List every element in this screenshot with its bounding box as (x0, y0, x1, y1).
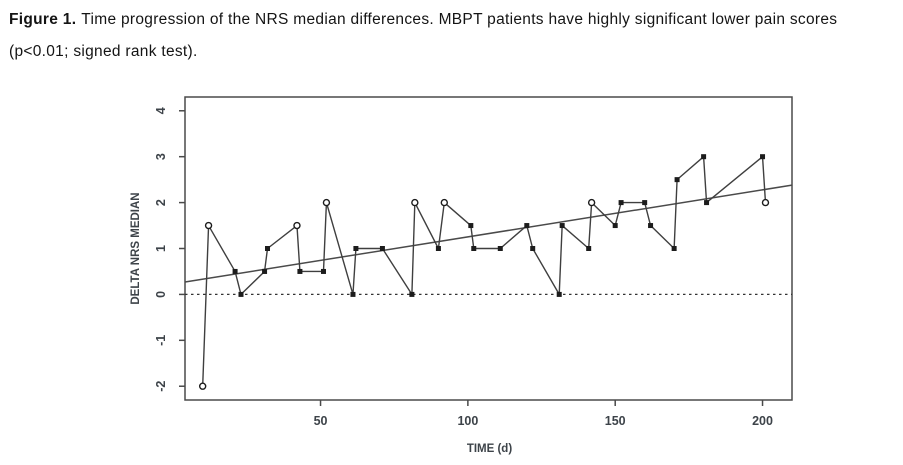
figure-caption-line2: (p<0.01; signed rank test). (9, 43, 198, 60)
data-point-filled-square (612, 223, 618, 229)
data-point-filled-square (232, 268, 238, 274)
y-axis-tick-label: 2 (154, 199, 168, 206)
data-point-filled-square (320, 268, 326, 274)
data-point-filled-square (379, 246, 385, 251)
x-axis-tick-label: 50 (314, 414, 328, 428)
data-point-open-circle (204, 221, 213, 230)
data-point-filled-square (471, 246, 477, 251)
data-point-filled-square (642, 200, 648, 206)
data-point-filled-square (671, 246, 677, 251)
y-axis-tick-label: -2 (154, 381, 168, 392)
data-point-filled-square (701, 154, 707, 160)
data-point-filled-square (618, 200, 624, 206)
data-line (201, 155, 767, 387)
data-point-filled-square (350, 291, 356, 297)
data-point-filled-square (262, 268, 268, 274)
figure-label: Figure 1. (9, 11, 77, 28)
data-point-filled-square (559, 223, 565, 229)
data-point-filled-square (556, 291, 562, 297)
data-point-open-circle (411, 198, 419, 207)
data-point-filled-square (238, 291, 244, 297)
figure-caption: Figure 1. Time progression of the NRS med… (9, 4, 903, 36)
y-axis-tick-label: 3 (154, 153, 168, 160)
data-point-open-circle (322, 198, 331, 207)
data-point-filled-square (409, 291, 415, 297)
data-point-filled-square (704, 200, 710, 206)
y-axis-tick-label: -1 (154, 335, 168, 346)
y-axis-tick-label: 0 (154, 291, 168, 298)
y-axis-tick-label: 4 (154, 107, 168, 114)
data-point-filled-square (297, 268, 303, 274)
data-point-filled-square (468, 223, 474, 229)
figure-caption-text: Time progression of the NRS median diffe… (81, 11, 838, 28)
data-point-open-circle (440, 198, 449, 207)
data-point-filled-square (353, 246, 359, 251)
x-axis-tick-label: 150 (605, 414, 626, 428)
data-point-filled-square (497, 246, 503, 251)
data-point-filled-square (674, 177, 680, 183)
data-point-open-circle (198, 382, 207, 390)
data-point-open-circle (761, 198, 770, 207)
data-point-filled-square (265, 246, 271, 251)
x-axis-tick-label: 100 (457, 414, 478, 428)
data-point-filled-square (760, 154, 766, 160)
x-axis-tick-label: 200 (752, 414, 773, 428)
data-point-filled-square (530, 246, 536, 251)
y-axis-title: DELTA NRS MEDIAN (130, 192, 142, 304)
y-axis-tick-label: 1 (154, 245, 168, 252)
data-point-open-circle (293, 221, 301, 230)
data-point-filled-square (586, 246, 592, 251)
data-point-filled-square (648, 223, 654, 229)
x-axis-title: TIME (d) (467, 443, 513, 455)
trend-line (184, 184, 793, 283)
data-point-filled-square (435, 246, 441, 251)
data-point-open-circle (587, 198, 596, 207)
data-point-filled-square (524, 223, 530, 229)
